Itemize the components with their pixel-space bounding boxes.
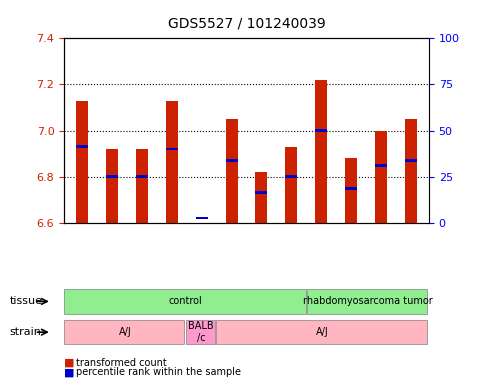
Text: strain: strain bbox=[10, 327, 42, 337]
Text: GDS5527 / 101240039: GDS5527 / 101240039 bbox=[168, 17, 325, 31]
Bar bbox=[316, 80, 327, 223]
Bar bbox=[196, 217, 208, 220]
Bar bbox=[345, 187, 357, 190]
Bar bbox=[405, 119, 417, 223]
Text: ■: ■ bbox=[64, 367, 74, 377]
Bar bbox=[345, 158, 357, 223]
Text: ■: ■ bbox=[64, 358, 74, 368]
Bar bbox=[136, 149, 148, 223]
Bar bbox=[76, 101, 88, 223]
Bar bbox=[136, 175, 148, 178]
Bar bbox=[106, 175, 118, 178]
Bar bbox=[106, 149, 118, 223]
Bar bbox=[285, 175, 297, 178]
FancyBboxPatch shape bbox=[307, 290, 427, 313]
Bar bbox=[226, 119, 238, 223]
FancyBboxPatch shape bbox=[64, 290, 306, 313]
Bar bbox=[76, 145, 88, 148]
Text: A/J: A/J bbox=[316, 327, 329, 337]
Bar bbox=[316, 129, 327, 132]
Text: A/J: A/J bbox=[118, 327, 131, 337]
Bar bbox=[166, 147, 177, 151]
Text: transformed count: transformed count bbox=[76, 358, 167, 368]
Bar bbox=[405, 159, 417, 162]
Bar bbox=[285, 147, 297, 223]
Text: rhabdomyosarcoma tumor: rhabdomyosarcoma tumor bbox=[303, 296, 433, 306]
Bar bbox=[255, 191, 267, 194]
Text: tissue: tissue bbox=[10, 296, 43, 306]
Bar bbox=[375, 164, 387, 167]
Bar bbox=[375, 131, 387, 223]
Text: control: control bbox=[169, 296, 203, 306]
Text: BALB
/c: BALB /c bbox=[188, 321, 213, 343]
Bar bbox=[226, 159, 238, 162]
FancyBboxPatch shape bbox=[216, 320, 427, 344]
FancyBboxPatch shape bbox=[64, 320, 184, 344]
Bar bbox=[255, 172, 267, 223]
FancyBboxPatch shape bbox=[186, 320, 214, 344]
Text: percentile rank within the sample: percentile rank within the sample bbox=[76, 367, 242, 377]
Bar bbox=[166, 101, 177, 223]
